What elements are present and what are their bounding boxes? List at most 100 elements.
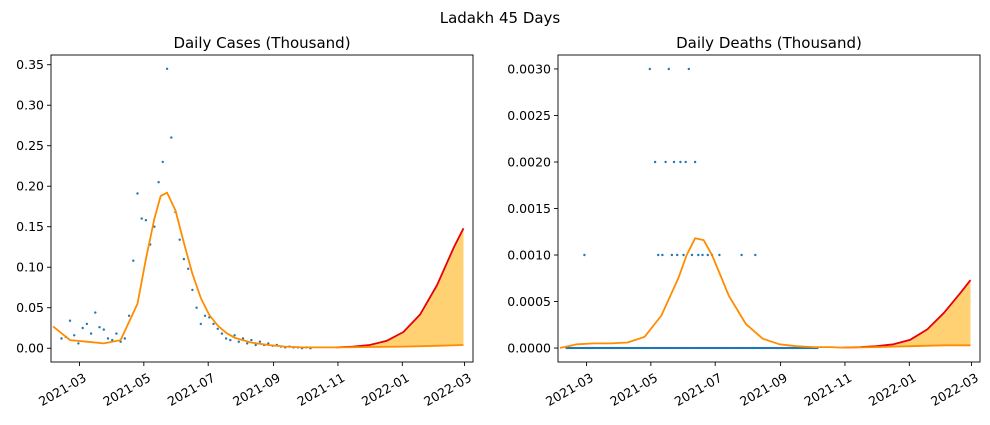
cases-observed-point: [123, 337, 127, 340]
cases-observed-point: [233, 334, 236, 337]
cases-observed-point: [153, 225, 156, 228]
deaths-fit-line: [559, 237, 843, 349]
deaths-x-tick-label: 2021-05: [607, 370, 660, 409]
deaths-x-tick-label: 2022-01: [866, 370, 919, 409]
cases-observed-point: [212, 322, 215, 326]
cases-x-tick-label: 2022-03: [421, 370, 474, 409]
cases-observed-point: [224, 337, 228, 340]
deaths-observed-point: [664, 160, 667, 164]
cases-observed-point: [157, 181, 160, 184]
cases-observed-point: [178, 238, 181, 241]
cases-observed-point: [98, 326, 101, 329]
cases-observed-point: [220, 332, 224, 335]
cases-x-tick-label: 2021-03: [36, 370, 89, 409]
deaths-observed-point: [687, 67, 690, 71]
cases-observed-point: [237, 340, 240, 343]
cases-observed-point: [182, 257, 186, 261]
deaths-y-tick-label: 0.0025: [507, 108, 551, 123]
deaths-x-tick-label: 2022-03: [928, 370, 981, 409]
deaths-observed-point: [701, 253, 704, 257]
deaths-y-tick-label: 0.0000: [507, 341, 551, 356]
cases-observed-point: [195, 306, 198, 309]
cases-y-tick-label: 0.05: [16, 300, 44, 315]
cases-observed-point: [161, 160, 164, 164]
deaths-axes-frame: [557, 54, 981, 363]
deaths-observed-point: [648, 67, 651, 71]
cases-y-tick-label: 0.35: [16, 57, 44, 72]
cases-axes-frame: [50, 54, 474, 363]
cases-observed-point: [136, 192, 139, 195]
deaths-observed-point: [697, 253, 700, 257]
cases-observed-point: [89, 332, 93, 335]
cases-observed-point: [246, 342, 249, 345]
deaths-title: Daily Deaths (Thousand): [676, 34, 862, 52]
cases-y-tick-label: 0.15: [16, 219, 44, 234]
deaths-forecast-lower-line: [842, 344, 971, 349]
cases-observed-point: [229, 338, 232, 342]
cases-observed-point: [127, 314, 131, 317]
cases-observed-point: [144, 219, 148, 222]
deaths-observed-point: [679, 160, 682, 164]
cases-observed-point: [102, 328, 106, 331]
cases-observed-point: [250, 338, 253, 342]
deaths-observed-point: [670, 253, 674, 257]
deaths-observed-point: [676, 253, 679, 257]
deaths-observed-point: [583, 253, 586, 257]
cases-title: Daily Cases (Thousand): [173, 34, 350, 52]
cases-observed-point: [68, 319, 72, 322]
deaths-x-tick-label: 2021-09: [737, 370, 790, 409]
cases-x-tick-label: 2021-09: [230, 370, 283, 409]
cases-observed-point: [199, 322, 202, 326]
cases-observed-point: [111, 338, 114, 342]
deaths-forecast-band: [842, 280, 971, 348]
deaths-plot-area: 0.0000 0.0005 0.0010 0.0015 0.0020 0.0025 0.00…: [507, 54, 981, 409]
cases-x-tick-label: 2021-05: [100, 370, 153, 409]
cases-observed-point: [132, 259, 135, 262]
cases-observed-point: [203, 314, 207, 317]
cases-y-tick-label: 0.30: [16, 98, 44, 113]
deaths-observed-point: [718, 253, 721, 257]
cases-forecast-lower-line: [335, 344, 464, 349]
cases-observed-point: [60, 337, 63, 340]
cases-observed-point: [77, 342, 80, 345]
cases-observed-point: [106, 337, 110, 340]
cases-forecast-line: [335, 227, 465, 349]
cases-observed-point: [81, 326, 84, 330]
cases-plot-area: 0.00 0.05 0.10 0.15 0.20 0.25 0.30 0.35 2021-03 2…: [16, 54, 474, 409]
deaths-y-tick-label: 0.0020: [507, 154, 551, 169]
deaths-observed-point: [754, 253, 757, 257]
deaths-observed-point: [661, 253, 664, 257]
deaths-observed-point: [693, 160, 697, 164]
cases-observed-point: [85, 322, 89, 326]
cases-panel: Daily Cases (Thousand) 0.00 0.05 0.10 0.15 0…: [16, 34, 474, 409]
deaths-observed-point: [706, 253, 709, 257]
deaths-observed-point: [740, 253, 743, 257]
cases-y-tick-label: 0.20: [16, 179, 44, 194]
cases-observed-point: [73, 334, 76, 337]
cases-observed-point: [115, 332, 118, 335]
cases-observed-point: [191, 288, 194, 292]
deaths-y-tick-label: 0.0015: [507, 201, 551, 216]
cases-x-tick-label: 2021-07: [165, 370, 218, 409]
deaths-observed-point: [690, 253, 694, 257]
deaths-observed-point: [653, 160, 657, 164]
deaths-y-tick-label: 0.0030: [507, 61, 551, 76]
deaths-y-tick-label: 0.0005: [507, 294, 551, 309]
cases-y-tick-label: 0.00: [16, 341, 44, 356]
deaths-observed-point: [684, 160, 687, 164]
deaths-observed-point: [667, 67, 670, 71]
deaths-x-tick-label: 2021-03: [543, 370, 596, 409]
deaths-observed-point: [682, 253, 685, 257]
cases-observed-point: [165, 67, 169, 71]
deaths-x-tick-label: 2021-11: [802, 370, 855, 409]
cases-x-tick-label: 2021-11: [295, 370, 348, 409]
cases-y-tick-label: 0.10: [16, 260, 44, 275]
cases-observed-point: [258, 340, 262, 343]
cases-observed-point: [187, 267, 190, 270]
cases-x-tick-label: 2022-01: [359, 370, 412, 409]
cases-observed-point: [170, 136, 173, 139]
deaths-x-tick-label: 2021-07: [672, 370, 725, 409]
cases-fit-line: [52, 191, 336, 349]
